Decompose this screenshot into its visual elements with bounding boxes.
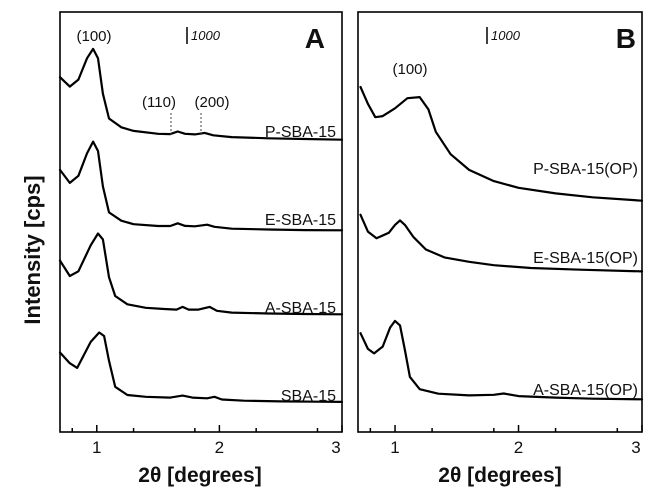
panel-a-peak-200: (200) — [194, 94, 229, 111]
panel-a-x-tick-label-1: 1 — [92, 438, 101, 457]
panel-b-x-tick-label-3: 3 — [631, 438, 640, 457]
panel-a-scale-label: 1000 — [191, 28, 221, 43]
panel-b-plot: 1 2 3 — [359, 85, 644, 457]
panel-a-frame — [59, 11, 343, 433]
panel-a-series-label-3: SBA-15 — [281, 388, 336, 405]
panel-a-series-sba-15 — [58, 331, 344, 403]
panel-b-series-p-sba-15-op — [359, 85, 644, 202]
panel-b: 1 2 3 B 1000 (100) P-SBA-15(OP) E-SBA-15(O… — [357, 11, 644, 487]
panel-a-series-label-2: A-SBA-15 — [265, 300, 336, 317]
panel-b-label: B — [616, 23, 636, 54]
panel-a-series-e-sba-15 — [58, 140, 344, 232]
panel-b-series-label-0: P-SBA-15(OP) — [533, 161, 638, 178]
panel-b-x-axis-label: 2θ [degrees] — [438, 464, 561, 487]
panel-b-peak-100: (100) — [392, 61, 427, 78]
panel-a-series-label-0: P-SBA-15 — [265, 124, 336, 141]
panel-a-plot: 1 2 3 — [58, 47, 344, 457]
panel-a-x-tick-label-3: 3 — [331, 438, 340, 457]
panel-a-x-tick-label-2: 2 — [215, 438, 224, 457]
panel-b-series-a-sba-15-op — [359, 319, 644, 401]
panel-b-x-tick-label-1: 1 — [390, 438, 399, 457]
y-axis-label: Intensity [cps] — [20, 175, 45, 324]
panel-a-peak-100: (100) — [76, 28, 111, 45]
panel-b-series-label-2: A-SBA-15(OP) — [533, 382, 638, 399]
panel-b-x-tick-label-2: 2 — [514, 438, 523, 457]
panel-a-series-p-sba-15 — [58, 47, 344, 141]
panel-a-x-axis-label: 2θ [degrees] — [138, 464, 261, 487]
panel-a-peak-110: (110) — [142, 94, 176, 111]
panel-a-series-label-1: E-SBA-15 — [265, 212, 336, 229]
panel-b-series-e-sba-15-op — [359, 213, 644, 273]
panel-b-scale-label: 1000 — [491, 28, 521, 43]
panel-a-label: A — [305, 23, 325, 54]
panel-a-series-a-sba-15 — [58, 232, 344, 316]
panel-b-series-label-1: E-SBA-15(OP) — [533, 250, 638, 267]
panel-a: 1 2 3 A 1000 (100) (110) (200) P-SBA-15 E-… — [58, 11, 344, 487]
panel-b-frame — [357, 11, 643, 433]
